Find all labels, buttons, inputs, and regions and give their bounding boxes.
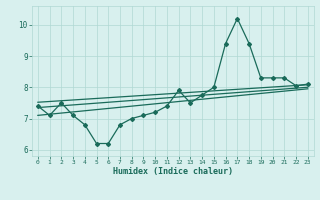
X-axis label: Humidex (Indice chaleur): Humidex (Indice chaleur) xyxy=(113,167,233,176)
